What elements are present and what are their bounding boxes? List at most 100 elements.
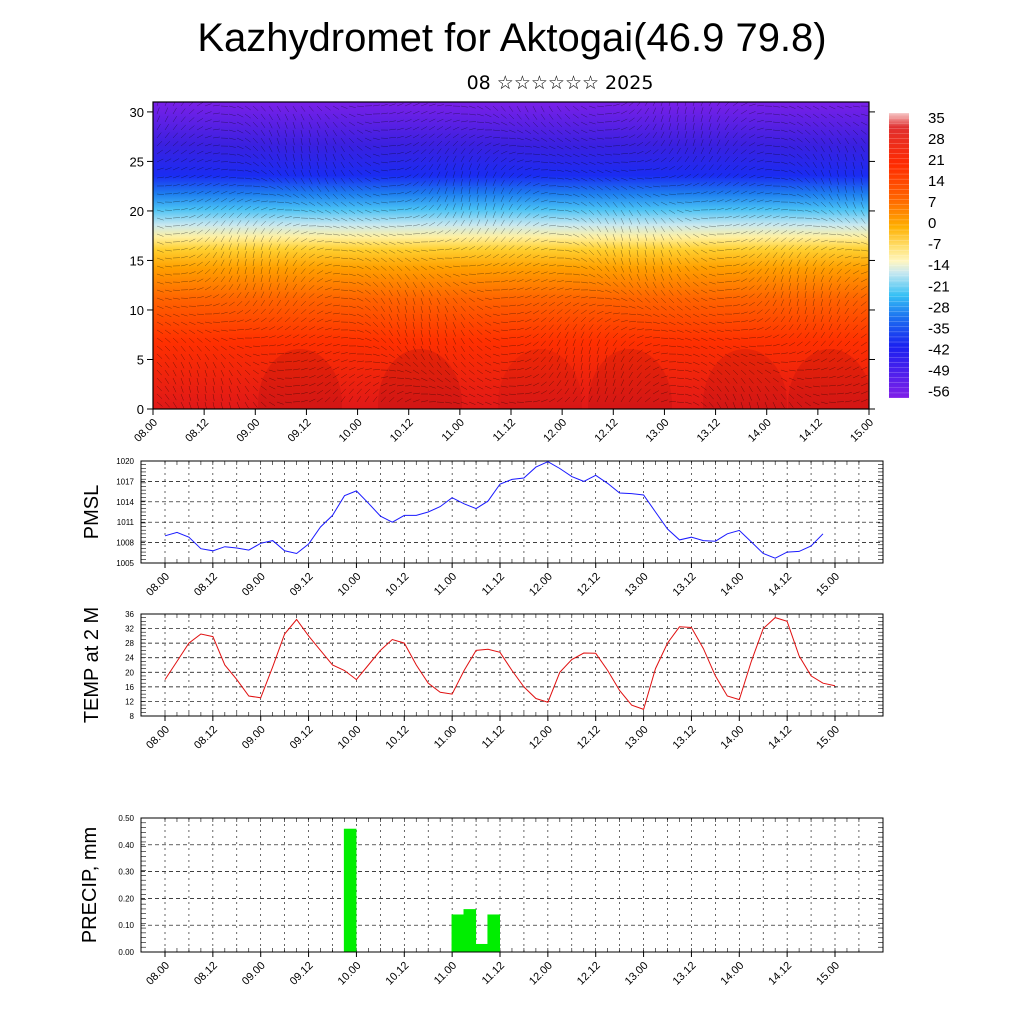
wind-vector-42: [164, 132, 170, 139]
wind-vector-1372: [444, 133, 451, 139]
pmsl-series-line: [164, 461, 824, 559]
wind-vector-2364: [652, 167, 660, 171]
wind-vector-925: [348, 209, 356, 214]
wind-vector-829: [324, 351, 332, 355]
wind-vector-2667: [716, 156, 722, 163]
y-tick-label: 24: [125, 654, 134, 663]
wind-vector-2015: [580, 113, 588, 118]
wind-vector-1496: [468, 211, 472, 219]
wind-vector-1968: [564, 339, 568, 347]
wind-vector-1713: [516, 129, 524, 134]
wind-vector-904: [340, 344, 348, 347]
wind-vector-993: [364, 145, 372, 150]
wind-vector-3069: [796, 332, 802, 339]
wind-vector-89: [172, 209, 180, 211]
wind-vector-2478: [676, 165, 683, 171]
wind-vector-1844: [540, 263, 548, 267]
wind-vector-2821: [748, 174, 756, 179]
wind-vector-3029: [788, 315, 793, 323]
wind-vector-2988: [780, 291, 784, 299]
heatmap-x-tick-label: 09.00: [234, 417, 262, 445]
wind-vector-1458: [460, 211, 464, 219]
wind-vector-778: [316, 247, 324, 251]
wind-vector-2964: [780, 105, 788, 109]
wind-vector-790: [316, 343, 324, 347]
wind-vector-32: [156, 361, 163, 368]
wind-vector-2209: [620, 144, 628, 147]
wind-vector-792: [316, 358, 324, 363]
wind-vector-2715: [724, 240, 732, 243]
wind-vector-315: [220, 190, 228, 195]
wind-vector-1616: [492, 262, 500, 267]
wind-vector-750: [308, 326, 316, 331]
wind-vector-36: [156, 393, 163, 399]
wind-vector-774: [316, 217, 324, 221]
wind-vector-2615: [700, 353, 708, 358]
wind-vector-2365: [652, 177, 660, 179]
wind-vector-2095: [596, 145, 604, 148]
wind-vector-62: [164, 297, 172, 301]
wind-vector-2247: [628, 143, 636, 147]
wind-vector-870: [332, 374, 340, 379]
wind-vector-2445: [668, 209, 676, 214]
y-tick-label: 12: [125, 697, 134, 706]
wind-vector-3112: [804, 377, 812, 379]
wind-vector-2408: [660, 217, 666, 224]
wind-vector-1344: [436, 212, 442, 219]
wind-vector-204: [196, 214, 204, 219]
wind-vector-162: [188, 183, 196, 187]
wind-vector-630: [284, 275, 288, 283]
wind-vector-3044: [796, 137, 803, 143]
wind-vector-2829: [748, 238, 756, 243]
wind-vector-1493: [468, 187, 471, 195]
wind-vector-1646: [500, 195, 504, 203]
wind-vector-1653: [500, 253, 507, 259]
wind-vector-2485: [676, 225, 683, 231]
wind-vector-3148: [812, 358, 820, 363]
wind-vector-2398: [660, 131, 665, 139]
wind-vector-892: [340, 249, 348, 252]
wind-vector-3273: [844, 145, 849, 153]
wind-vector-1356: [436, 313, 439, 321]
wind-vector-2085: [588, 363, 591, 371]
wind-vector-525: [260, 353, 268, 356]
wind-vector-821: [324, 287, 332, 291]
wind-vector-368: [228, 310, 236, 315]
wind-vector-2294: [636, 217, 641, 225]
wind-vector-372: [228, 345, 236, 350]
wind-vector-1816: [532, 341, 539, 347]
wind-vector-2387: [652, 351, 660, 355]
wind-vector-3179: [820, 299, 823, 307]
wind-vector-3056: [796, 231, 804, 235]
wind-vector-1083: [380, 257, 387, 263]
wind-vector-3334: [852, 324, 858, 331]
wind-vector-1057: [372, 353, 380, 357]
wind-vector-1022: [364, 374, 372, 379]
wind-vector-3129: [812, 209, 820, 214]
wind-vector-953: [356, 129, 364, 134]
wind-vector-3026: [788, 291, 791, 299]
wind-vector-2175: [612, 177, 620, 182]
wind-vector-546: [268, 214, 276, 219]
wind-vector-2874: [756, 292, 762, 299]
wind-vector-2396: [660, 115, 664, 123]
wind-vector-2991: [780, 316, 786, 323]
wind-vector-1524: [476, 135, 484, 139]
wind-vector-2979: [780, 223, 788, 227]
wind-vector-34: [156, 377, 162, 384]
wind-vector-272: [212, 152, 220, 155]
wind-vector-2776: [740, 117, 747, 123]
wind-vector-992: [364, 137, 372, 142]
wind-vector-179: [188, 321, 196, 325]
wind-vector-1210: [404, 361, 411, 367]
wind-vector-1009: [364, 273, 371, 279]
wind-vector-2663: [716, 123, 721, 131]
wind-vector-2652: [708, 345, 716, 350]
wind-vector-3104: [804, 307, 807, 315]
wind-vector-3281: [844, 209, 850, 216]
x-tick-label: 08.00: [144, 724, 172, 752]
wind-vector-2808: [740, 377, 746, 384]
wind-vector-87: [172, 192, 180, 195]
heatmap-x-tick-label: 15.00: [848, 417, 876, 445]
wind-vector-590: [276, 259, 280, 267]
